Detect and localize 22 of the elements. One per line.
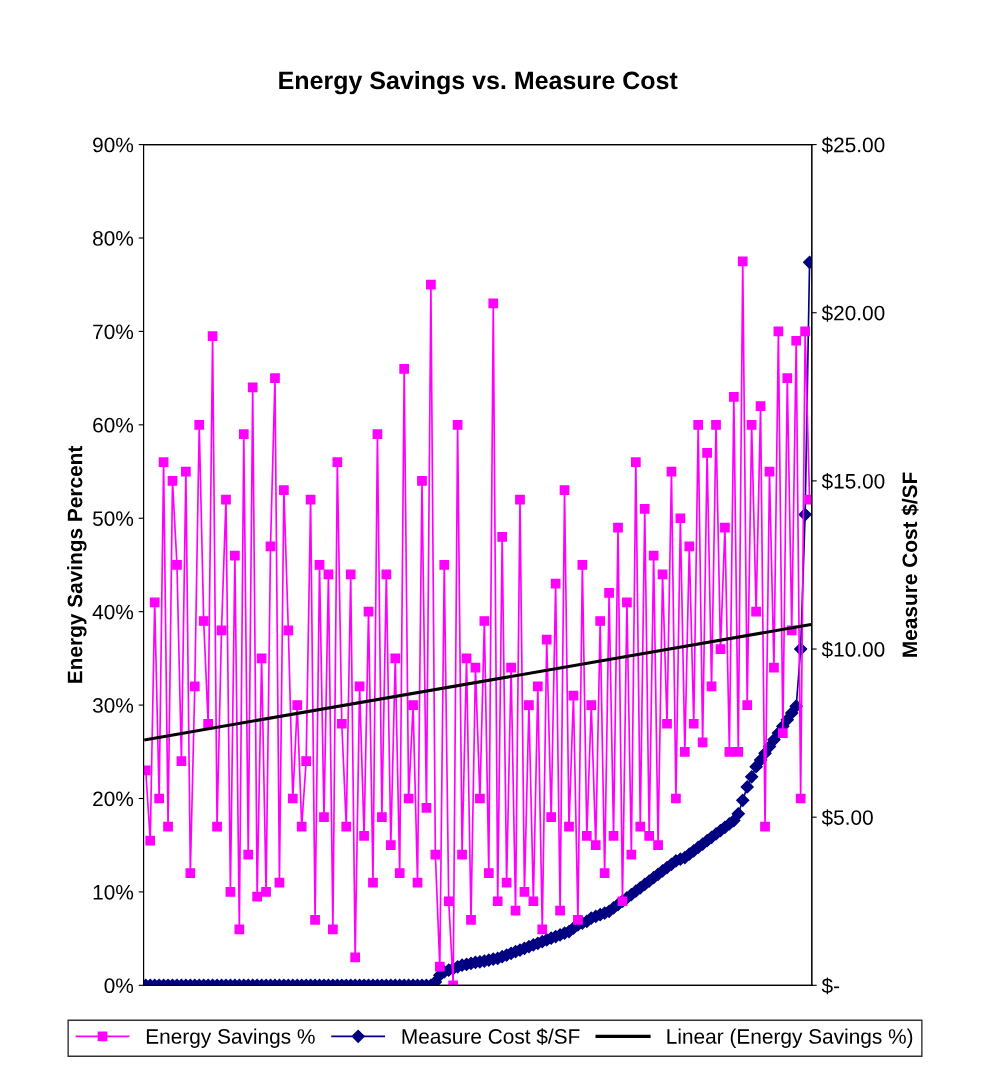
y2-axis-title: Measure Cost $/SF [901, 472, 919, 657]
legend-label: Measure Cost $/SF [402, 1028, 580, 1046]
y2-tick-label: $- [821, 977, 840, 995]
legend-label: Linear (Energy Savings %) [667, 1028, 913, 1048]
y-tick-label: 90% [93, 137, 134, 153]
y2-tick-label: $20.00 [821, 304, 885, 322]
y2-tick-label: $25.00 [821, 136, 885, 154]
y-axis-title: Energy Savings Percent [67, 445, 87, 683]
y-tick-label: 10% [93, 884, 134, 900]
y2-tick-label: $10.00 [821, 641, 885, 659]
y-tick-label: 0% [104, 978, 134, 994]
chart-title: Energy Savings vs. Measure Cost [279, 70, 678, 95]
y-tick-label: 40% [92, 604, 134, 620]
y-tick-label: 60% [93, 417, 134, 433]
y-tick-label: 30% [92, 698, 134, 713]
y2-tick-label: $15.00 [821, 473, 885, 490]
y-tick-label: 20% [93, 791, 134, 807]
y2-tick-label: $5.00 [821, 809, 873, 827]
y-tick-label: 50% [92, 511, 134, 526]
y-tick-label: 70% [93, 324, 134, 340]
legend-label: Energy Savings % [146, 1028, 315, 1048]
y-tick-label: 80% [93, 231, 134, 246]
